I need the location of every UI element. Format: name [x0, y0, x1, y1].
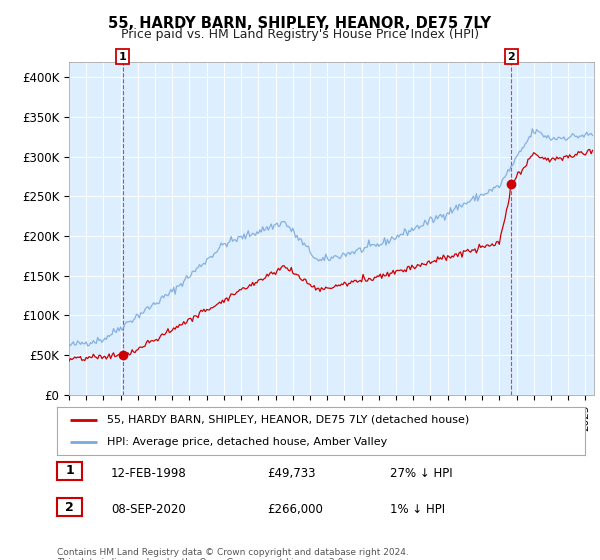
- Text: 55, HARDY BARN, SHIPLEY, HEANOR, DE75 7LY: 55, HARDY BARN, SHIPLEY, HEANOR, DE75 7L…: [109, 16, 491, 31]
- Text: 12-FEB-1998: 12-FEB-1998: [111, 466, 187, 480]
- Text: HPI: Average price, detached house, Amber Valley: HPI: Average price, detached house, Ambe…: [107, 437, 388, 447]
- Text: 2: 2: [508, 52, 515, 62]
- Text: £266,000: £266,000: [267, 503, 323, 516]
- Text: Price paid vs. HM Land Registry's House Price Index (HPI): Price paid vs. HM Land Registry's House …: [121, 28, 479, 41]
- Text: 2: 2: [65, 501, 74, 514]
- Text: 1: 1: [65, 464, 74, 478]
- Text: 1: 1: [119, 52, 127, 62]
- Text: £49,733: £49,733: [267, 466, 316, 480]
- Text: Contains HM Land Registry data © Crown copyright and database right 2024.
This d: Contains HM Land Registry data © Crown c…: [57, 548, 409, 560]
- Text: 08-SEP-2020: 08-SEP-2020: [111, 503, 186, 516]
- Text: 27% ↓ HPI: 27% ↓ HPI: [390, 466, 452, 480]
- Text: 1% ↓ HPI: 1% ↓ HPI: [390, 503, 445, 516]
- Text: 55, HARDY BARN, SHIPLEY, HEANOR, DE75 7LY (detached house): 55, HARDY BARN, SHIPLEY, HEANOR, DE75 7L…: [107, 415, 469, 425]
